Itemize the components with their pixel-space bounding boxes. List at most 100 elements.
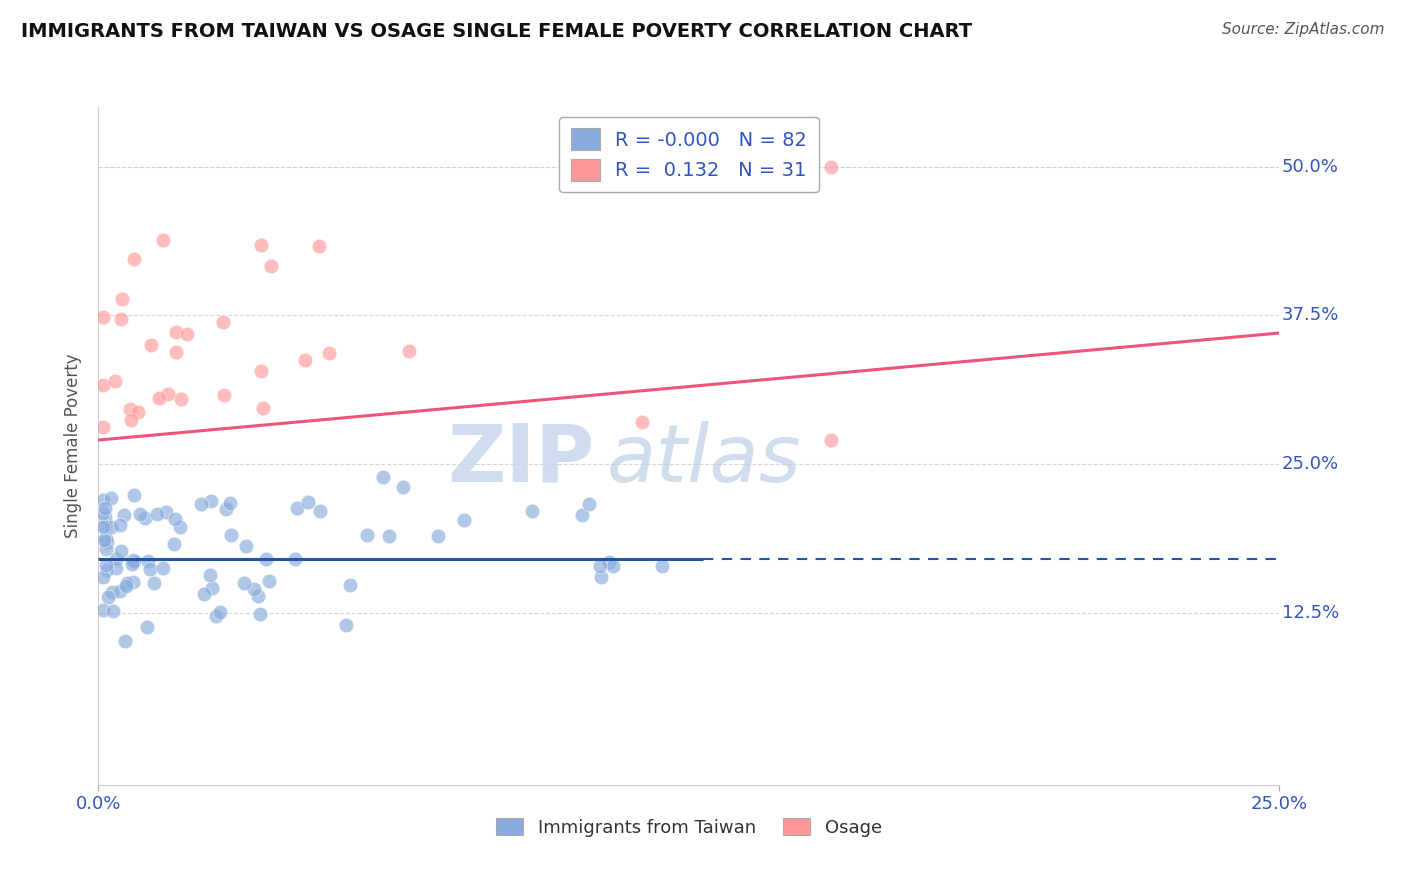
- Text: Source: ZipAtlas.com: Source: ZipAtlas.com: [1222, 22, 1385, 37]
- Point: [139, 562, 162, 576]
- Point: [112, 508, 135, 522]
- Point: [91, 310, 114, 324]
- Point: [598, 555, 620, 569]
- Point: [589, 570, 612, 584]
- Point: [94, 509, 117, 524]
- Point: [108, 518, 131, 533]
- Point: [104, 561, 127, 575]
- Point: [145, 507, 167, 521]
- Point: [108, 584, 131, 599]
- Point: [165, 345, 187, 359]
- Text: 37.5%: 37.5%: [1282, 306, 1339, 324]
- Point: [233, 575, 256, 590]
- Point: [101, 585, 124, 599]
- Point: [398, 343, 420, 358]
- Point: [115, 576, 138, 591]
- Point: [110, 543, 132, 558]
- Point: [294, 353, 316, 368]
- Point: [204, 608, 226, 623]
- Point: [94, 532, 117, 546]
- Point: [97, 590, 120, 604]
- Point: [91, 570, 114, 584]
- Point: [94, 541, 117, 556]
- Point: [170, 392, 193, 406]
- Point: [215, 501, 238, 516]
- Point: [100, 491, 122, 505]
- Point: [135, 619, 157, 633]
- Point: [163, 537, 186, 551]
- Point: [212, 315, 235, 329]
- Point: [212, 388, 235, 402]
- Point: [257, 574, 280, 589]
- Y-axis label: Single Female Poverty: Single Female Poverty: [65, 354, 83, 538]
- Point: [114, 579, 136, 593]
- Point: [219, 527, 242, 541]
- Point: [198, 568, 221, 582]
- Point: [91, 520, 114, 534]
- Point: [339, 577, 361, 591]
- Point: [297, 494, 319, 508]
- Point: [309, 504, 332, 518]
- Text: atlas: atlas: [606, 420, 801, 499]
- Point: [93, 533, 115, 548]
- Text: 50.0%: 50.0%: [1282, 158, 1339, 176]
- Point: [235, 539, 257, 553]
- Point: [252, 401, 274, 416]
- Point: [91, 603, 114, 617]
- Point: [118, 401, 141, 416]
- Point: [243, 582, 266, 596]
- Point: [96, 534, 118, 549]
- Point: [136, 554, 159, 568]
- Point: [285, 500, 308, 515]
- Point: [427, 529, 450, 543]
- Point: [165, 512, 187, 526]
- Point: [250, 237, 273, 252]
- Point: [134, 511, 156, 525]
- Point: [453, 513, 475, 527]
- Point: [165, 325, 187, 339]
- Point: [121, 557, 143, 571]
- Legend: Immigrants from Taiwan, Osage: Immigrants from Taiwan, Osage: [489, 811, 889, 844]
- Text: 12.5%: 12.5%: [1282, 604, 1339, 622]
- Point: [578, 497, 600, 511]
- Point: [169, 520, 191, 534]
- Point: [200, 494, 222, 508]
- Point: [94, 558, 117, 573]
- Point: [208, 605, 231, 619]
- Point: [105, 552, 128, 566]
- Point: [94, 519, 117, 533]
- Point: [190, 497, 212, 511]
- Point: [260, 260, 283, 274]
- Point: [335, 618, 357, 632]
- Point: [250, 364, 273, 378]
- Point: [110, 311, 132, 326]
- Text: 25.0%: 25.0%: [1282, 455, 1339, 473]
- Point: [318, 346, 340, 360]
- Point: [111, 292, 134, 306]
- Point: [120, 413, 142, 427]
- Point: [219, 496, 242, 510]
- Point: [91, 492, 114, 507]
- Point: [651, 559, 673, 574]
- Text: ZIP: ZIP: [447, 420, 595, 499]
- Point: [602, 558, 624, 573]
- Point: [308, 239, 330, 253]
- Point: [373, 470, 395, 484]
- Point: [91, 378, 114, 392]
- Point: [284, 551, 307, 566]
- Point: [193, 587, 215, 601]
- Point: [201, 581, 224, 595]
- Point: [104, 374, 127, 388]
- Point: [101, 603, 124, 617]
- Point: [254, 552, 277, 566]
- Point: [820, 433, 842, 447]
- Point: [96, 563, 118, 577]
- Point: [589, 559, 612, 574]
- Point: [571, 508, 593, 522]
- Point: [378, 529, 401, 543]
- Point: [94, 501, 117, 516]
- Point: [247, 589, 270, 603]
- Point: [122, 252, 145, 267]
- Point: [152, 561, 174, 575]
- Point: [392, 480, 415, 494]
